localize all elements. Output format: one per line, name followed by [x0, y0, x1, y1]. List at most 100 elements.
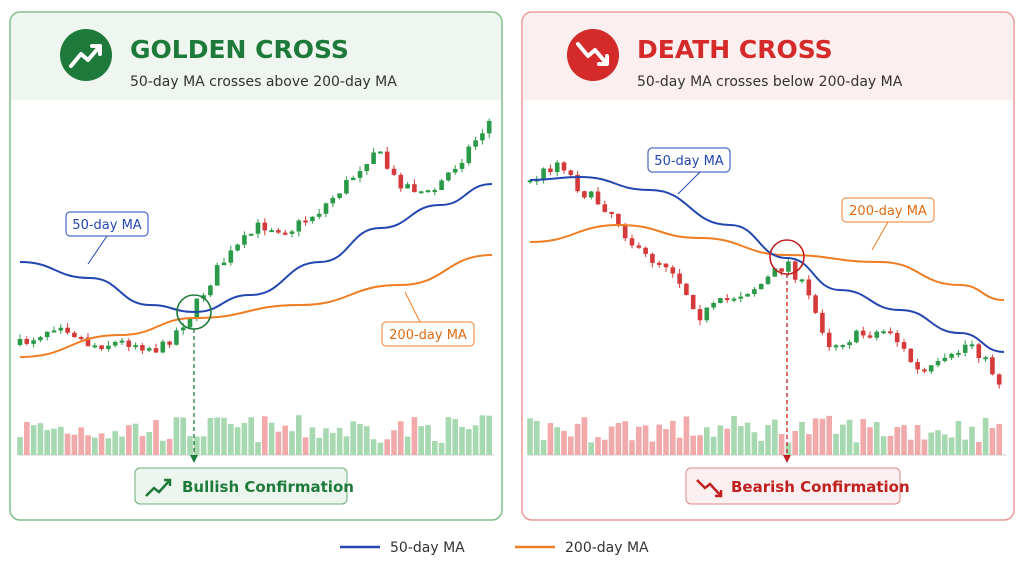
candle-body [24, 339, 30, 344]
volume-bar [187, 436, 193, 455]
callout-arrow [87, 235, 108, 265]
volume-bar [704, 427, 710, 455]
candle-body [833, 345, 839, 348]
slow-callout-label: 200-day MA [849, 204, 927, 219]
candle-body [350, 177, 356, 181]
bearish-label: Bearish Confirmation [731, 478, 910, 496]
golden-subtitle: 50-day MA crosses above 200-day MA [130, 74, 397, 90]
volume-bar [874, 421, 880, 455]
volume-bar [751, 432, 758, 455]
volume-bar [364, 426, 370, 455]
candle-body [786, 261, 791, 272]
candle-body [956, 352, 961, 355]
charts [17, 118, 1006, 463]
candle-body [704, 307, 710, 321]
candle-body [684, 283, 689, 295]
candle-body [452, 168, 458, 173]
cross-arrowhead [190, 455, 198, 463]
volume-bar [772, 419, 778, 455]
volume-bar [534, 420, 540, 455]
candle-body [296, 220, 302, 232]
candle-body [629, 238, 635, 246]
volume-bar [928, 432, 934, 455]
volume-bar [64, 433, 71, 455]
candle-body [146, 348, 152, 351]
candle-body [772, 268, 778, 277]
volume-bar [683, 416, 690, 455]
volume-bar [85, 435, 91, 455]
volume-bar [37, 423, 44, 455]
volume-bar [398, 421, 404, 455]
candle-body [799, 279, 805, 282]
candle-body [541, 168, 546, 180]
volume-bar [119, 436, 125, 455]
candle-body [548, 168, 553, 173]
death-panel [521, 11, 1015, 521]
volume-bar [98, 433, 105, 455]
candle-body [140, 345, 145, 351]
candle-body [466, 146, 472, 163]
candle-body [928, 365, 934, 372]
volume-bar [411, 417, 418, 455]
volume-bar [221, 417, 227, 455]
volume-bar [30, 425, 37, 455]
volume-bar [942, 434, 948, 455]
candle-body [670, 267, 676, 274]
candle-body [269, 230, 274, 233]
volume-bar [636, 426, 642, 455]
volume-bar [656, 424, 662, 455]
candle-body [44, 331, 50, 338]
golden-panel [9, 11, 503, 521]
volume-bar [418, 426, 424, 455]
volume-bar [330, 432, 336, 455]
volume-bar [438, 442, 445, 455]
volume-bar [622, 421, 628, 455]
volume-bar [126, 425, 132, 455]
volume-bar [160, 440, 166, 455]
volume-bar [153, 420, 159, 455]
candle-body [711, 302, 716, 308]
volume-bar [166, 438, 173, 455]
volume-bar [969, 426, 975, 455]
candle-body [561, 162, 567, 171]
volume-bar [527, 418, 533, 455]
volume-bar [710, 436, 717, 455]
candle-body [160, 341, 166, 353]
candle-body [214, 265, 220, 286]
golden-header [11, 13, 501, 100]
candle-body [690, 294, 696, 310]
candle-body [650, 253, 655, 263]
candle-body [99, 345, 104, 350]
volume-bar [173, 417, 180, 455]
volume-bar [554, 427, 560, 455]
volume-bar [724, 428, 730, 455]
candle-body [357, 171, 363, 178]
bullish-label: Bullish Confirmation [182, 478, 354, 496]
candle-body [384, 151, 390, 169]
volume-bar [846, 419, 853, 455]
volume-bar [71, 434, 78, 455]
legend-label: 200-day MA [565, 540, 649, 556]
death-icon [567, 29, 619, 81]
volume-bar [819, 418, 826, 455]
candle-body [908, 348, 914, 363]
volume-bar [615, 422, 622, 455]
candle-body [92, 345, 98, 348]
death-title: DEATH CROSS [637, 35, 833, 64]
candle-body [85, 337, 91, 347]
candle-body [31, 340, 36, 344]
volume-bar [479, 415, 486, 455]
candle-body [731, 298, 737, 301]
down-arrow [576, 42, 609, 66]
volume-bar [908, 439, 914, 455]
candle-body [133, 345, 138, 348]
candle-body [412, 184, 417, 193]
volume-bar [350, 421, 356, 455]
volume-bar [833, 433, 839, 455]
volume-bar [663, 428, 669, 455]
candle-body [901, 342, 907, 349]
volume-bar [466, 429, 472, 455]
volume-bar [302, 437, 309, 455]
candle-body [616, 213, 621, 226]
candle-body [432, 190, 438, 193]
